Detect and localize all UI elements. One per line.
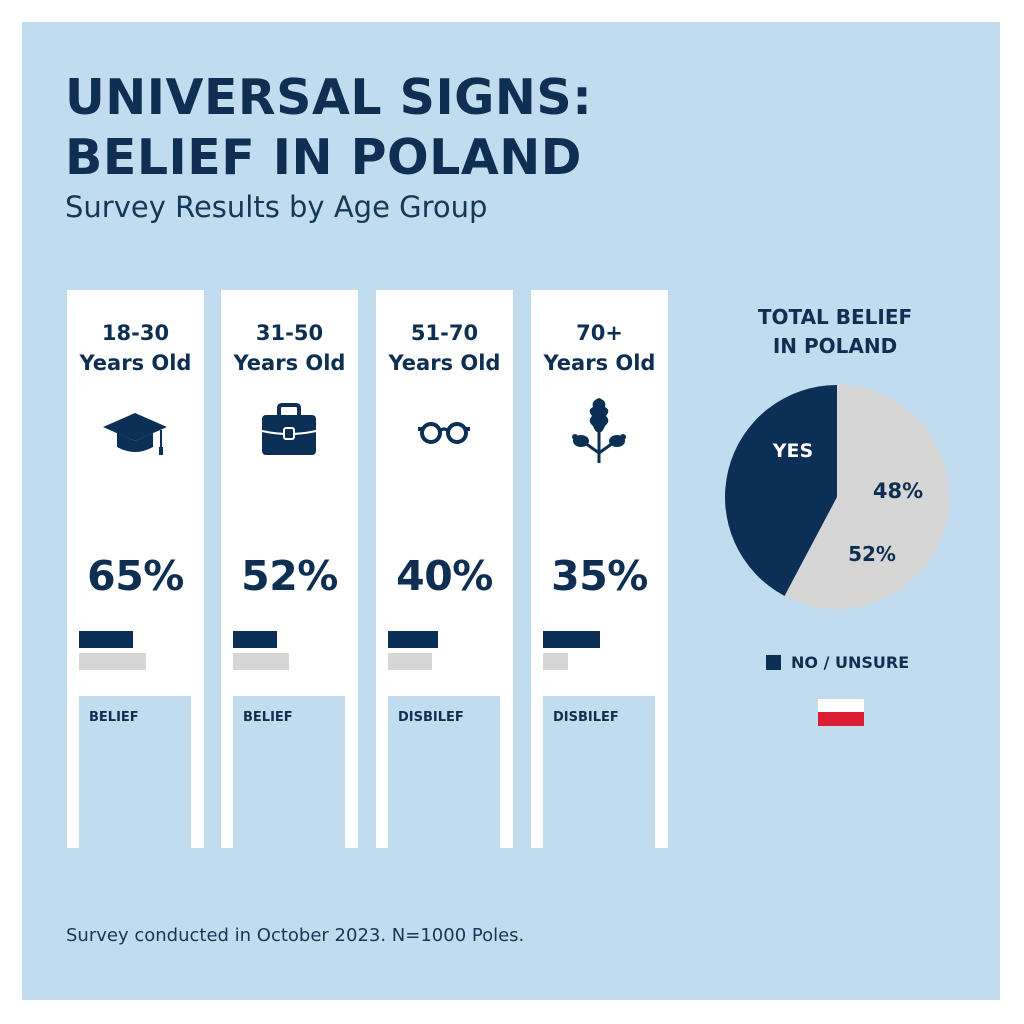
age-suffix: Years Old bbox=[79, 351, 192, 375]
pie-label-yes: YES bbox=[772, 440, 813, 462]
age-range-label: 70+ Years Old bbox=[531, 318, 668, 378]
bar-gray bbox=[233, 653, 289, 670]
glasses-icon bbox=[418, 422, 470, 444]
age-suffix: Years Old bbox=[543, 351, 656, 375]
page-title: UNIVERSAL SIGNS: BELIEF IN POLAND bbox=[65, 68, 592, 188]
legend-label: NO / UNSURE bbox=[791, 653, 910, 672]
age-range: 51-70 bbox=[410, 321, 479, 345]
bar-gray bbox=[388, 653, 432, 670]
age-suffix: Years Old bbox=[388, 351, 501, 375]
age-range-label: 18-30 Years Old bbox=[67, 318, 204, 378]
pie-legend: NO / UNSURE bbox=[766, 653, 909, 672]
title-line-1: UNIVERSAL SIGNS: bbox=[65, 69, 593, 126]
age-card-31-50: 31-50 Years Old 52% BELIEF bbox=[221, 290, 358, 848]
pie-value-label-48: 48% bbox=[873, 479, 923, 503]
age-range: 31-50 bbox=[255, 321, 324, 345]
oak-leaf-icon bbox=[572, 398, 626, 463]
age-range: 18-30 bbox=[101, 321, 170, 345]
briefcase-icon bbox=[261, 403, 317, 455]
pie-value-label-52: 52% bbox=[848, 542, 896, 566]
age-suffix: Years Old bbox=[233, 351, 346, 375]
bar-dark bbox=[79, 631, 133, 648]
age-card-70-plus: 70+ Years Old 35% DISBILEF bbox=[531, 290, 668, 848]
pie-slice-yes bbox=[725, 385, 837, 596]
pie-title-line-2: IN POLAND bbox=[772, 334, 898, 358]
polish-flag-icon bbox=[818, 699, 864, 726]
category-label-box: DISBILEF bbox=[388, 696, 500, 848]
title-line-2: BELIEF IN POLAND bbox=[65, 129, 582, 186]
pie-slice-no-unsure bbox=[784, 385, 949, 609]
belief-percent: 35% bbox=[551, 552, 648, 600]
category-label: BELIEF bbox=[89, 710, 139, 725]
bar-gray bbox=[79, 653, 147, 670]
flag-white-stripe bbox=[818, 699, 864, 712]
age-range: 70+ bbox=[576, 321, 623, 345]
belief-percent: 52% bbox=[241, 552, 338, 600]
belief-percent: 65% bbox=[87, 552, 184, 600]
age-range-label: 31-50 Years Old bbox=[221, 318, 358, 378]
age-range-label: 51-70 Years Old bbox=[376, 318, 513, 378]
bar-dark bbox=[388, 631, 439, 648]
bar-dark bbox=[233, 631, 277, 648]
category-label: DISBILEF bbox=[398, 710, 464, 725]
graduation-cap-icon bbox=[103, 413, 167, 455]
footnote: Survey conducted in October 2023. N=1000… bbox=[66, 925, 525, 946]
category-label-box: BELIEF bbox=[233, 696, 345, 848]
bar-gray bbox=[543, 653, 568, 670]
category-label-box: DISBILEF bbox=[543, 696, 655, 848]
belief-percent: 40% bbox=[396, 552, 493, 600]
page-subtitle: Survey Results by Age Group bbox=[65, 190, 488, 224]
category-label: DISBILEF bbox=[553, 710, 619, 725]
total-belief-pie-chart: YES 48% 52% bbox=[725, 385, 949, 609]
category-label-box: BELIEF bbox=[79, 696, 191, 848]
category-label: BELIEF bbox=[243, 710, 293, 725]
age-card-18-30: 18-30 Years Old 65% BELIEF bbox=[67, 290, 204, 848]
legend-swatch bbox=[766, 655, 781, 670]
pie-title-line-1: TOTAL BELIEF bbox=[757, 305, 913, 329]
age-card-51-70: 51-70 Years Old 40% DISBILEF bbox=[376, 290, 513, 848]
pie-title: TOTAL BELIEF IN POLAND bbox=[720, 303, 950, 361]
bar-dark bbox=[543, 631, 601, 648]
flag-red-stripe bbox=[818, 712, 864, 726]
